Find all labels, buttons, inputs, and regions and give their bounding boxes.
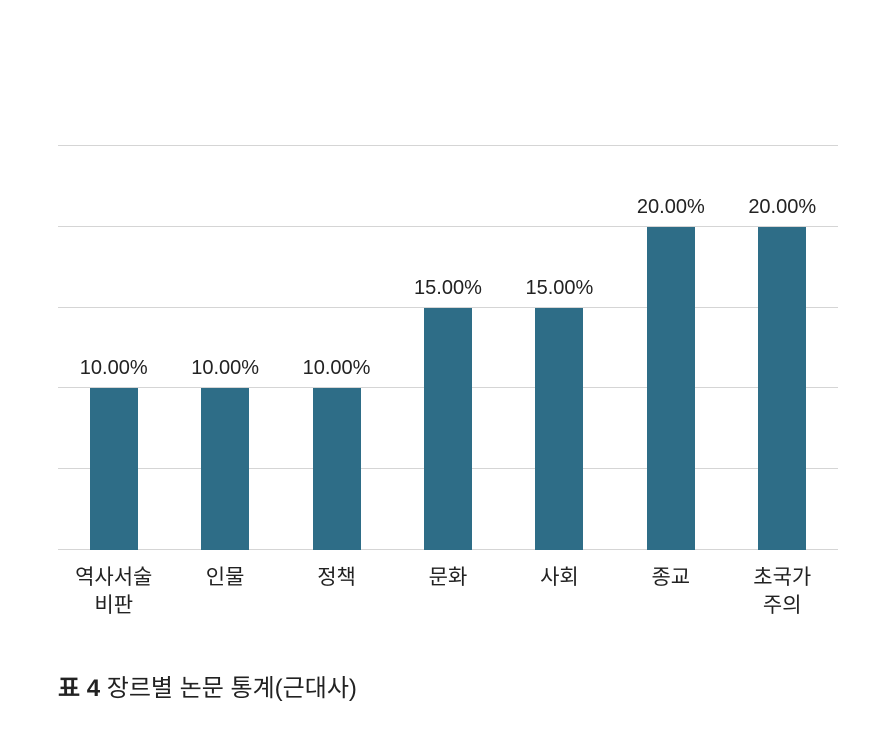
x-axis-label: 문화 xyxy=(398,564,498,621)
bar: 10.00% xyxy=(313,388,361,550)
bar-chart: 10.00% 10.00% 10.00% 15.00% 15.00% 20.00% 20.0… xyxy=(58,130,838,621)
bar-value-label: 10.00% xyxy=(303,357,371,380)
bar: 10.00% xyxy=(201,388,249,550)
bars-row: 10.00% 10.00% 10.00% 15.00% 15.00% 20.00% 20.0… xyxy=(58,130,838,550)
x-axis-label: 초국가 주의 xyxy=(732,564,832,621)
bar-slot: 10.00% xyxy=(313,388,361,550)
x-axis-label: 정책 xyxy=(287,564,387,621)
bar-value-label: 20.00% xyxy=(748,196,816,219)
x-axis-label: 인물 xyxy=(175,564,275,621)
bar-slot: 20.00% xyxy=(647,227,695,550)
plot-area: 10.00% 10.00% 10.00% 15.00% 15.00% 20.00% 20.0… xyxy=(58,130,838,550)
bar-value-label: 15.00% xyxy=(414,277,482,300)
bar-slot: 15.00% xyxy=(535,308,583,550)
x-axis-labels: 역사서술 비판인물정책문화사회종교초국가 주의 xyxy=(58,564,838,621)
bar-slot: 15.00% xyxy=(424,308,472,550)
bar-slot: 10.00% xyxy=(201,388,249,550)
bar: 15.00% xyxy=(424,308,472,550)
bar-value-label: 10.00% xyxy=(191,357,259,380)
chart-caption: 표 4 장르별 논문 통계(근대사) xyxy=(58,668,357,703)
bar-value-label: 20.00% xyxy=(637,196,705,219)
x-axis-label: 사회 xyxy=(509,564,609,621)
bar-slot: 10.00% xyxy=(90,388,138,550)
caption-text: 장르별 논문 통계(근대사) xyxy=(100,675,357,702)
x-axis-label: 역사서술 비판 xyxy=(64,564,164,621)
bar-value-label: 15.00% xyxy=(525,277,593,300)
bar: 10.00% xyxy=(90,388,138,550)
caption-prefix: 표 4 xyxy=(58,675,100,702)
x-axis-label: 종교 xyxy=(621,564,721,621)
bar-value-label: 10.00% xyxy=(80,357,148,380)
bar: 15.00% xyxy=(535,308,583,550)
bar: 20.00% xyxy=(758,227,806,550)
bar: 20.00% xyxy=(647,227,695,550)
bar-slot: 20.00% xyxy=(758,227,806,550)
